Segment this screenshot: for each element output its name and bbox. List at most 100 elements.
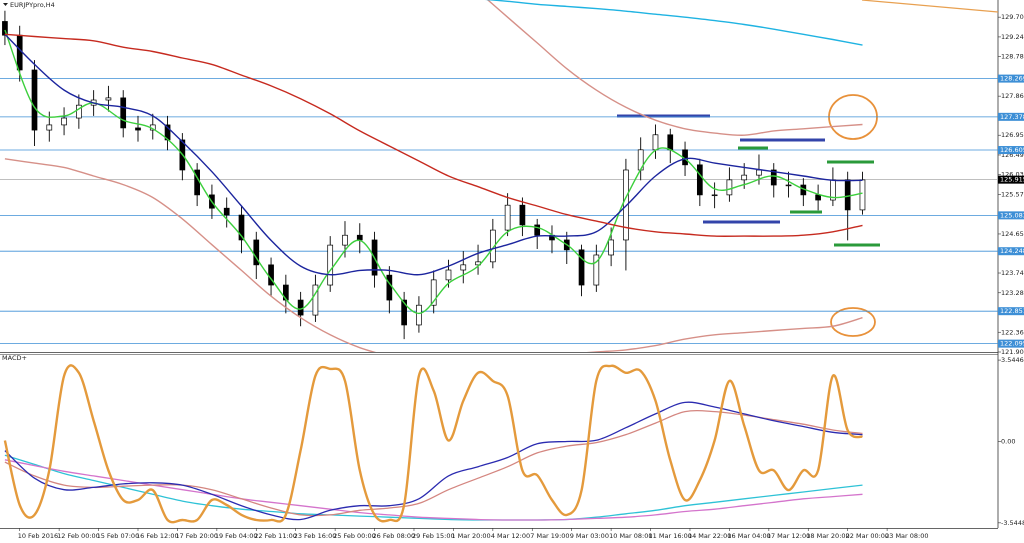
- candle-body: [519, 204, 526, 226]
- indicator-line: [4, 454, 863, 521]
- candle-body: [504, 204, 511, 231]
- candle-body: [785, 184, 792, 187]
- level-label-box: [998, 74, 1024, 83]
- x-tick-label: 18 Mar 20:00: [806, 532, 849, 540]
- candle-body: [327, 244, 334, 286]
- y-tick-label: 129.240: [1001, 33, 1024, 41]
- candle-body: [61, 117, 67, 126]
- candle-body: [815, 194, 821, 201]
- candle-body: [223, 207, 230, 216]
- y-tick-label: 128.780: [1001, 53, 1024, 61]
- candle-body: [16, 34, 23, 71]
- menu-arrow[interactable]: [3, 3, 8, 6]
- y-tick-label: 124.650: [1001, 230, 1024, 238]
- candle-body: [741, 174, 748, 181]
- level-label: 122.851: [1000, 307, 1024, 315]
- y-tick-label: 127.860: [1001, 92, 1024, 100]
- candle-body: [844, 179, 851, 211]
- x-tick-label: 1 Mar 20:00: [451, 532, 490, 540]
- y-tick-label: 122.360: [1001, 328, 1024, 336]
- y-tick-label: 126.030: [1001, 171, 1024, 179]
- x-tick-label: 17 Feb 20:00: [175, 532, 218, 540]
- candle-body: [623, 169, 629, 241]
- candle-body: [386, 274, 393, 301]
- trend-line: [861, 0, 998, 13]
- candle-body: [593, 254, 600, 286]
- last-price-box: [998, 175, 1024, 184]
- indicator-line: [3, 364, 863, 524]
- y-tick-label: 126.490: [1001, 151, 1024, 159]
- candle-body: [356, 234, 363, 241]
- x-tick-label: 22 Mar 00:00: [846, 532, 889, 540]
- candle-body: [534, 224, 541, 236]
- price-panel: [0, 0, 998, 352]
- x-tick-label: 9 Mar 03:00: [570, 532, 609, 540]
- candle-body: [297, 299, 304, 316]
- indicator-line: [4, 29, 863, 315]
- x-tick-label: 11 Mar 16:00: [649, 532, 692, 540]
- candle-body: [135, 127, 141, 131]
- y-tick-label: 129.700: [1001, 13, 1024, 21]
- y-tick-label: 123.280: [1001, 289, 1024, 297]
- indicator-line: [485, 0, 863, 46]
- x-tick-label: 22 Feb 11:00: [254, 532, 297, 540]
- candle-body: [238, 214, 245, 241]
- y-tick-label: 125.570: [1001, 190, 1024, 198]
- x-tick-label: 15 Feb 07:00: [97, 532, 140, 540]
- indicator-line: [4, 33, 863, 237]
- y-tick-label: -3.5448: [1001, 519, 1024, 527]
- candle-body: [445, 269, 452, 281]
- candle-body: [770, 169, 777, 186]
- candle-body: [859, 179, 866, 211]
- candle-body: [652, 134, 659, 151]
- candle-body: [46, 124, 53, 131]
- level-label: 126.605: [1000, 146, 1024, 154]
- level-label: 122.095: [1000, 340, 1024, 348]
- x-tick-label: 16 Mar 04:00: [727, 532, 770, 540]
- chart-title: EURJPYpro,H4: [10, 1, 55, 9]
- candle-body: [76, 104, 82, 119]
- level-label: 124.248: [1000, 247, 1024, 255]
- x-tick-label: 19 Feb 04:00: [215, 532, 258, 540]
- macd-panel: [3, 364, 863, 524]
- y-tick-label: 0.00: [1001, 437, 1015, 445]
- x-tick-label: 16 Feb 12:00: [136, 532, 179, 540]
- level-label-box: [998, 339, 1024, 348]
- x-tick-label: 14 Mar 22:00: [688, 532, 731, 540]
- level-label: 128.269: [1000, 75, 1024, 83]
- indicator-line: [4, 409, 863, 517]
- x-tick-label: 17 Mar 12:00: [767, 532, 810, 540]
- level-label-box: [998, 112, 1024, 121]
- candle-body: [608, 239, 614, 256]
- candle-body: [416, 304, 422, 326]
- candle-body: [120, 97, 127, 129]
- level-label-box: [998, 211, 1024, 220]
- y-tick-label: 126.950: [1001, 131, 1024, 139]
- candle-body: [342, 234, 348, 246]
- indicator-line: [4, 158, 863, 352]
- level-label-box: [998, 146, 1024, 155]
- highlight-ellipse: [830, 307, 876, 337]
- x-tick-label: 10 Feb 2016: [18, 532, 58, 540]
- y-tick-label: 123.740: [1001, 269, 1024, 277]
- indicator-line: [4, 401, 863, 521]
- candle-body: [105, 97, 112, 101]
- x-tick-label: 23 Mar 08:00: [885, 532, 928, 540]
- x-tick-label: 4 Mar 12:00: [491, 532, 530, 540]
- x-tick-label: 10 Mar 08:00: [609, 532, 652, 540]
- y-tick-label: 3.5446: [1001, 356, 1024, 364]
- candle-body: [696, 164, 703, 196]
- level-label-box: [998, 307, 1024, 316]
- candle-body: [312, 284, 319, 316]
- candle-body: [756, 169, 762, 176]
- last-price-label: 125.915: [1000, 176, 1024, 184]
- x-tick-label: 29 Feb 15:00: [412, 532, 455, 540]
- candle-body: [711, 194, 718, 197]
- candle-body: [578, 249, 585, 286]
- level-label-box: [998, 247, 1024, 256]
- candle-body: [726, 179, 733, 196]
- candle-body: [667, 134, 674, 151]
